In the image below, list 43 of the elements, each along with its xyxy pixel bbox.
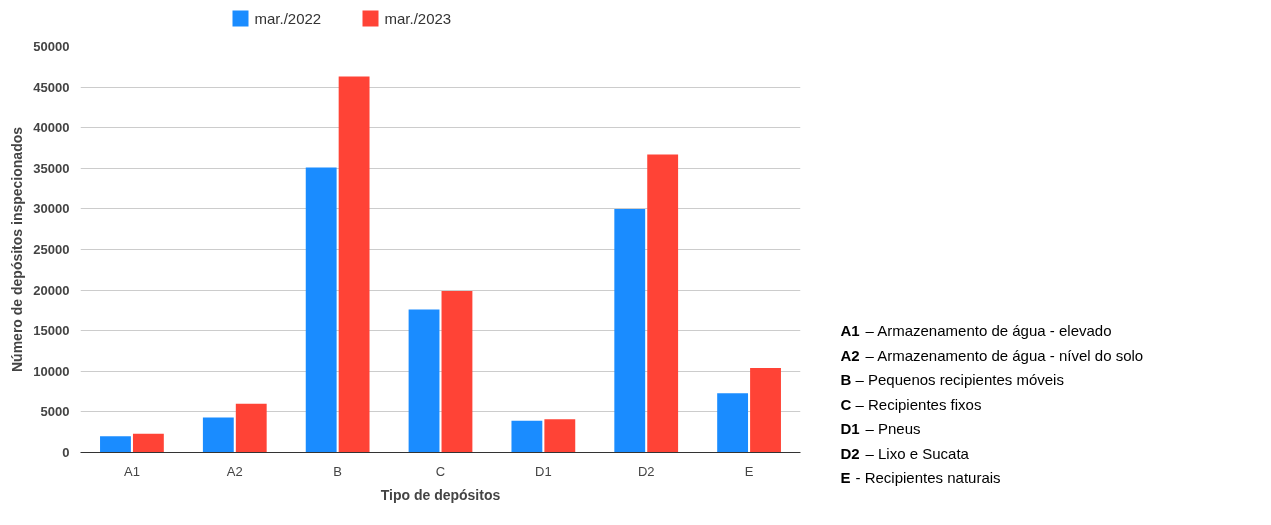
- bar: [544, 419, 576, 453]
- bar: [614, 208, 646, 453]
- text: C – Recipientes fixos: [840, 395, 982, 413]
- x-tick-label: E: [744, 463, 754, 479]
- text: A2 – Armazenamento de água - nível do solo: [840, 346, 1144, 364]
- bar: [408, 309, 440, 453]
- bar: [511, 420, 543, 453]
- text: E - Recipientes naturais: [840, 469, 1001, 486]
- y-tick-label: 30000: [33, 201, 70, 217]
- y-tick-label: 10000: [33, 363, 70, 379]
- x-tick-label: B: [333, 463, 342, 479]
- y-tick-label: 25000: [33, 242, 70, 257]
- x-tick-label: C: [435, 463, 446, 479]
- x-tick-label: A2: [226, 463, 243, 479]
- bar: [750, 368, 781, 453]
- bar: [305, 167, 337, 453]
- y-tick-label: 40000: [33, 120, 70, 136]
- x-tick-label: D2: [637, 463, 655, 479]
- bar: [235, 403, 267, 453]
- legend-label: mar./2022: [254, 10, 322, 27]
- y-tick-label: 5000: [40, 404, 70, 420]
- y-tick-label: 15000: [33, 323, 70, 339]
- y-tick-label: 45000: [33, 79, 70, 95]
- y-tick-label: 0: [62, 445, 70, 460]
- text: B – Pequenos recipientes móveis: [840, 371, 1064, 388]
- legend-label: mar./2023: [384, 10, 452, 27]
- text: A1 – Armazenamento de água - elevado: [840, 322, 1112, 339]
- y-axis-title: Número de depósitos inspecionados: [9, 126, 26, 373]
- text: D2 – Lixo e Sucata: [840, 444, 970, 462]
- bar: [132, 433, 164, 453]
- text: D1 – Pneus: [840, 420, 921, 437]
- bar: [100, 436, 131, 453]
- bar: [441, 290, 473, 453]
- x-tick-label: D1: [535, 463, 552, 479]
- x-axis-title: Tipo de depósitos: [380, 486, 501, 503]
- y-tick-label: 50000: [33, 39, 70, 54]
- bar: [647, 154, 679, 453]
- y-tick-label: 20000: [33, 282, 70, 298]
- x-tick-label: A1: [123, 463, 140, 479]
- bar: [202, 417, 234, 453]
- y-tick-label: 35000: [33, 160, 70, 176]
- bar: [338, 76, 370, 453]
- bar: [717, 393, 749, 453]
